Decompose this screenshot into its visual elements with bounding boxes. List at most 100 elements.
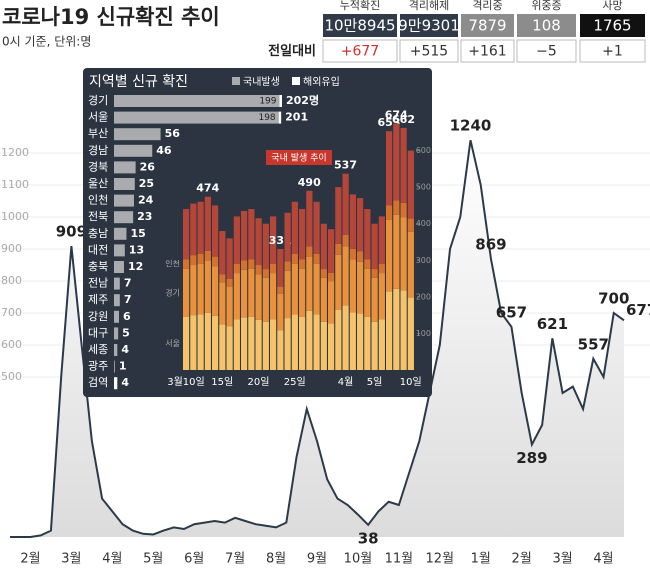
total-label: 4 (121, 376, 129, 389)
bar-segment (342, 234, 349, 247)
bar-segment (197, 253, 204, 264)
bar-segment (255, 274, 262, 320)
bar (279, 95, 282, 107)
data-label: 677 (626, 301, 650, 319)
category-label: 대전 (88, 243, 108, 256)
x-tick-label: 10월 (344, 552, 373, 567)
bar-segment (277, 248, 284, 287)
category-label: 전북 (88, 210, 108, 223)
y-tick-label: 600 (1, 338, 22, 351)
category-label: 경기 (88, 94, 108, 107)
bar-segment (277, 293, 284, 331)
category-label: 검역 (88, 376, 108, 389)
bar-segment (349, 194, 356, 249)
bar-segment (357, 313, 364, 370)
y-tick-label: 1100 (1, 178, 29, 191)
bar (114, 261, 124, 273)
bar-segment (248, 316, 255, 370)
x-tick-label: 20일 (248, 376, 270, 388)
x-tick-label: 7월 (225, 552, 245, 567)
y-tick-label: 1000 (1, 210, 29, 223)
x-tick-label: 2월 (20, 552, 40, 567)
bar-segment (262, 277, 269, 322)
bar-segment (328, 323, 335, 370)
bar (114, 360, 115, 373)
bar-segment (219, 282, 226, 325)
bar-segment (313, 314, 320, 370)
bar-segment (400, 290, 407, 370)
data-label: 621 (537, 315, 568, 333)
bar-segment (407, 218, 414, 232)
bar-segment (241, 210, 248, 261)
x-tick-label: 5일 (367, 376, 383, 388)
bar-segment (335, 254, 342, 310)
bar-segment (183, 268, 190, 317)
stat-change: +161 (468, 44, 506, 60)
total-label: 5 (122, 326, 130, 339)
bar-segment (313, 253, 320, 264)
bar-segment (277, 330, 284, 370)
bar-segment (378, 273, 385, 320)
bar-segment (335, 187, 342, 244)
bar-segment (349, 259, 356, 313)
bar-segment (335, 243, 342, 255)
bar-segment (284, 270, 291, 319)
y-tick-label: 500 (1, 370, 22, 383)
series-label: 인천 (165, 258, 180, 268)
stat-box (461, 14, 514, 37)
x-tick-label: 1월 (471, 552, 491, 567)
x-tick-label: 25일 (284, 376, 306, 388)
category-label: 경남 (88, 144, 108, 157)
x-tick-label: 11월 (385, 552, 414, 567)
total-label: 1 (119, 360, 127, 373)
bar (114, 227, 127, 240)
bar-value-label: 198 (258, 113, 275, 123)
bar-segment (342, 173, 349, 235)
bar (114, 310, 119, 323)
total-label: 23 (137, 210, 152, 223)
change-box (460, 39, 515, 63)
bar-segment (357, 261, 364, 314)
bar-segment (204, 261, 211, 313)
bar-segment (328, 272, 335, 282)
bar-segment (190, 315, 197, 370)
total-label: 662 (392, 113, 415, 126)
bar-segment (371, 223, 378, 270)
bar-segment (291, 314, 298, 370)
x-tick-label: 10일 (400, 376, 422, 388)
bar-segment (233, 319, 240, 370)
subtitle: 0시 기준, 단위:명 (2, 35, 91, 49)
bar-segment (241, 317, 248, 370)
stat-change: +515 (410, 44, 448, 60)
bar-segment (248, 268, 255, 317)
bar-segment (270, 216, 277, 264)
bar-segment (197, 201, 204, 254)
bar-segment (262, 321, 269, 370)
bar-segment (349, 248, 356, 260)
x-tick-label: 4월 (338, 376, 354, 388)
bar-segment (226, 278, 233, 287)
bar-segment (248, 259, 255, 269)
bar-segment (233, 273, 240, 320)
total-label: 15 (130, 227, 145, 240)
bar-segment (248, 209, 255, 260)
x-tick-label: 2월 (512, 552, 532, 567)
stat-box (323, 14, 397, 37)
bar-segment (400, 202, 407, 218)
bar-segment (255, 265, 262, 275)
change-box (516, 39, 577, 63)
bar (114, 211, 134, 224)
total-label: 24 (138, 194, 154, 207)
category-label: 충남 (88, 227, 108, 240)
bar-segment (284, 212, 291, 262)
bar (114, 95, 280, 107)
bar-segment (306, 190, 313, 247)
bar-segment (197, 314, 204, 370)
legend-label: 국내발생 (243, 76, 280, 88)
bar-segment (219, 324, 226, 370)
stat-change: +1 (602, 44, 623, 60)
stat-total: 1765 (593, 17, 631, 35)
bar (114, 128, 161, 141)
